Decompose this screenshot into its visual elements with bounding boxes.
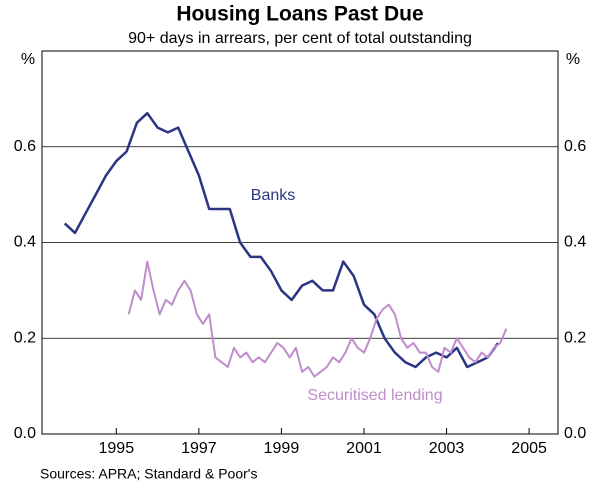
chart-title: Housing Loans Past Due [176, 3, 423, 26]
y-tick-label: 0.6 [14, 138, 36, 155]
x-tick-label: 1999 [264, 440, 300, 457]
y-tick-label: 0.4 [14, 234, 36, 251]
series-line [127, 260, 508, 378]
y2-tick-label: 0.2 [564, 329, 586, 346]
x-tick-label: 1997 [181, 440, 217, 457]
source-note: Sources: APRA; Standard & Poor's [40, 466, 257, 482]
y2-unit: % [566, 51, 580, 68]
x-tick-label: 2005 [511, 440, 547, 457]
x-tick-label: 2001 [346, 440, 382, 457]
plot-frame [41, 50, 559, 435]
chart-subtitle: 90+ days in arrears, per cent of total o… [128, 30, 472, 47]
y-tick-label: 0.2 [14, 329, 36, 346]
y2-tick-label: 0.0 [564, 425, 586, 442]
y-unit: % [21, 51, 35, 68]
y2-tick-label: 0.4 [564, 234, 586, 251]
series-line [63, 111, 500, 369]
series-label: Banks [251, 187, 295, 204]
x-tick-label: 2003 [429, 440, 465, 457]
x-tick-label: 1995 [99, 440, 135, 457]
y-tick-label: 0.0 [14, 425, 36, 442]
y2-tick-label: 0.6 [564, 138, 586, 155]
series-label: Securitised lending [307, 387, 442, 404]
